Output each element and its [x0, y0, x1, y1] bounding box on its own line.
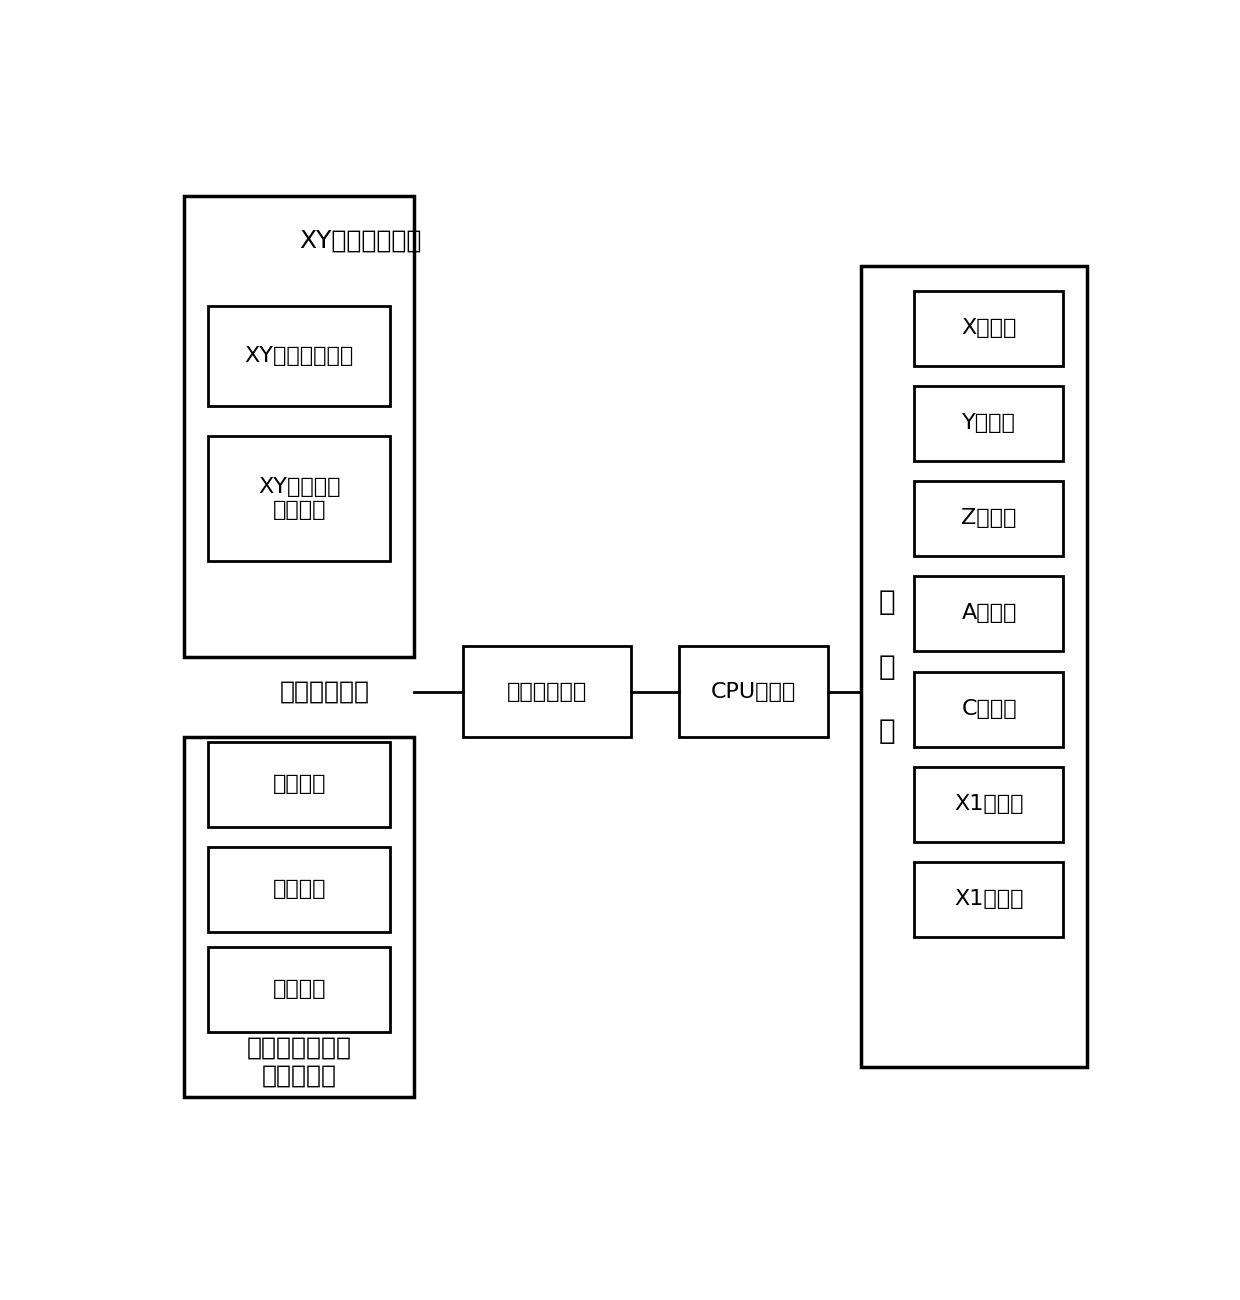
- Bar: [914, 481, 1063, 556]
- Text: Z轴驱动: Z轴驱动: [961, 508, 1017, 528]
- Text: 五轴模式: 五轴模式: [273, 979, 326, 998]
- Text: XY滚珠丝杆
平台模式: XY滚珠丝杆 平台模式: [258, 477, 341, 520]
- Text: X1轴驱动: X1轴驱动: [955, 889, 1024, 909]
- Text: Y轴驱动: Y轴驱动: [962, 413, 1016, 433]
- Bar: [208, 946, 391, 1032]
- Text: 三轴、四轴、五
轴切换模式: 三轴、四轴、五 轴切换模式: [247, 1036, 352, 1088]
- Text: X轴驱动: X轴驱动: [961, 318, 1017, 338]
- Text: 信息输入单元: 信息输入单元: [280, 680, 370, 703]
- Bar: [914, 386, 1063, 461]
- Text: 执

行

部: 执 行 部: [879, 588, 895, 745]
- Bar: [208, 741, 391, 827]
- Text: XY平台切换模式: XY平台切换模式: [244, 346, 353, 367]
- Bar: [914, 291, 1063, 367]
- Bar: [678, 646, 828, 737]
- Bar: [862, 266, 1087, 1067]
- Text: 四轴模式: 四轴模式: [273, 879, 326, 898]
- Bar: [914, 672, 1063, 746]
- Bar: [914, 576, 1063, 651]
- Text: 三轴模式: 三轴模式: [273, 774, 326, 793]
- Bar: [208, 437, 391, 562]
- Bar: [208, 846, 391, 932]
- Text: 信息接收单元: 信息接收单元: [507, 681, 588, 702]
- Text: CPU处理器: CPU处理器: [711, 681, 796, 702]
- Text: A轴驱动: A轴驱动: [961, 603, 1017, 624]
- Bar: [463, 646, 631, 737]
- Bar: [914, 767, 1063, 841]
- Bar: [208, 306, 391, 406]
- Text: XY平台切换模式: XY平台切换模式: [299, 229, 422, 254]
- Bar: [184, 196, 414, 656]
- Text: C轴驱动: C轴驱动: [961, 698, 1017, 719]
- Bar: [914, 862, 1063, 937]
- Bar: [184, 737, 414, 1097]
- Text: X1轴驱动: X1轴驱动: [955, 793, 1024, 814]
